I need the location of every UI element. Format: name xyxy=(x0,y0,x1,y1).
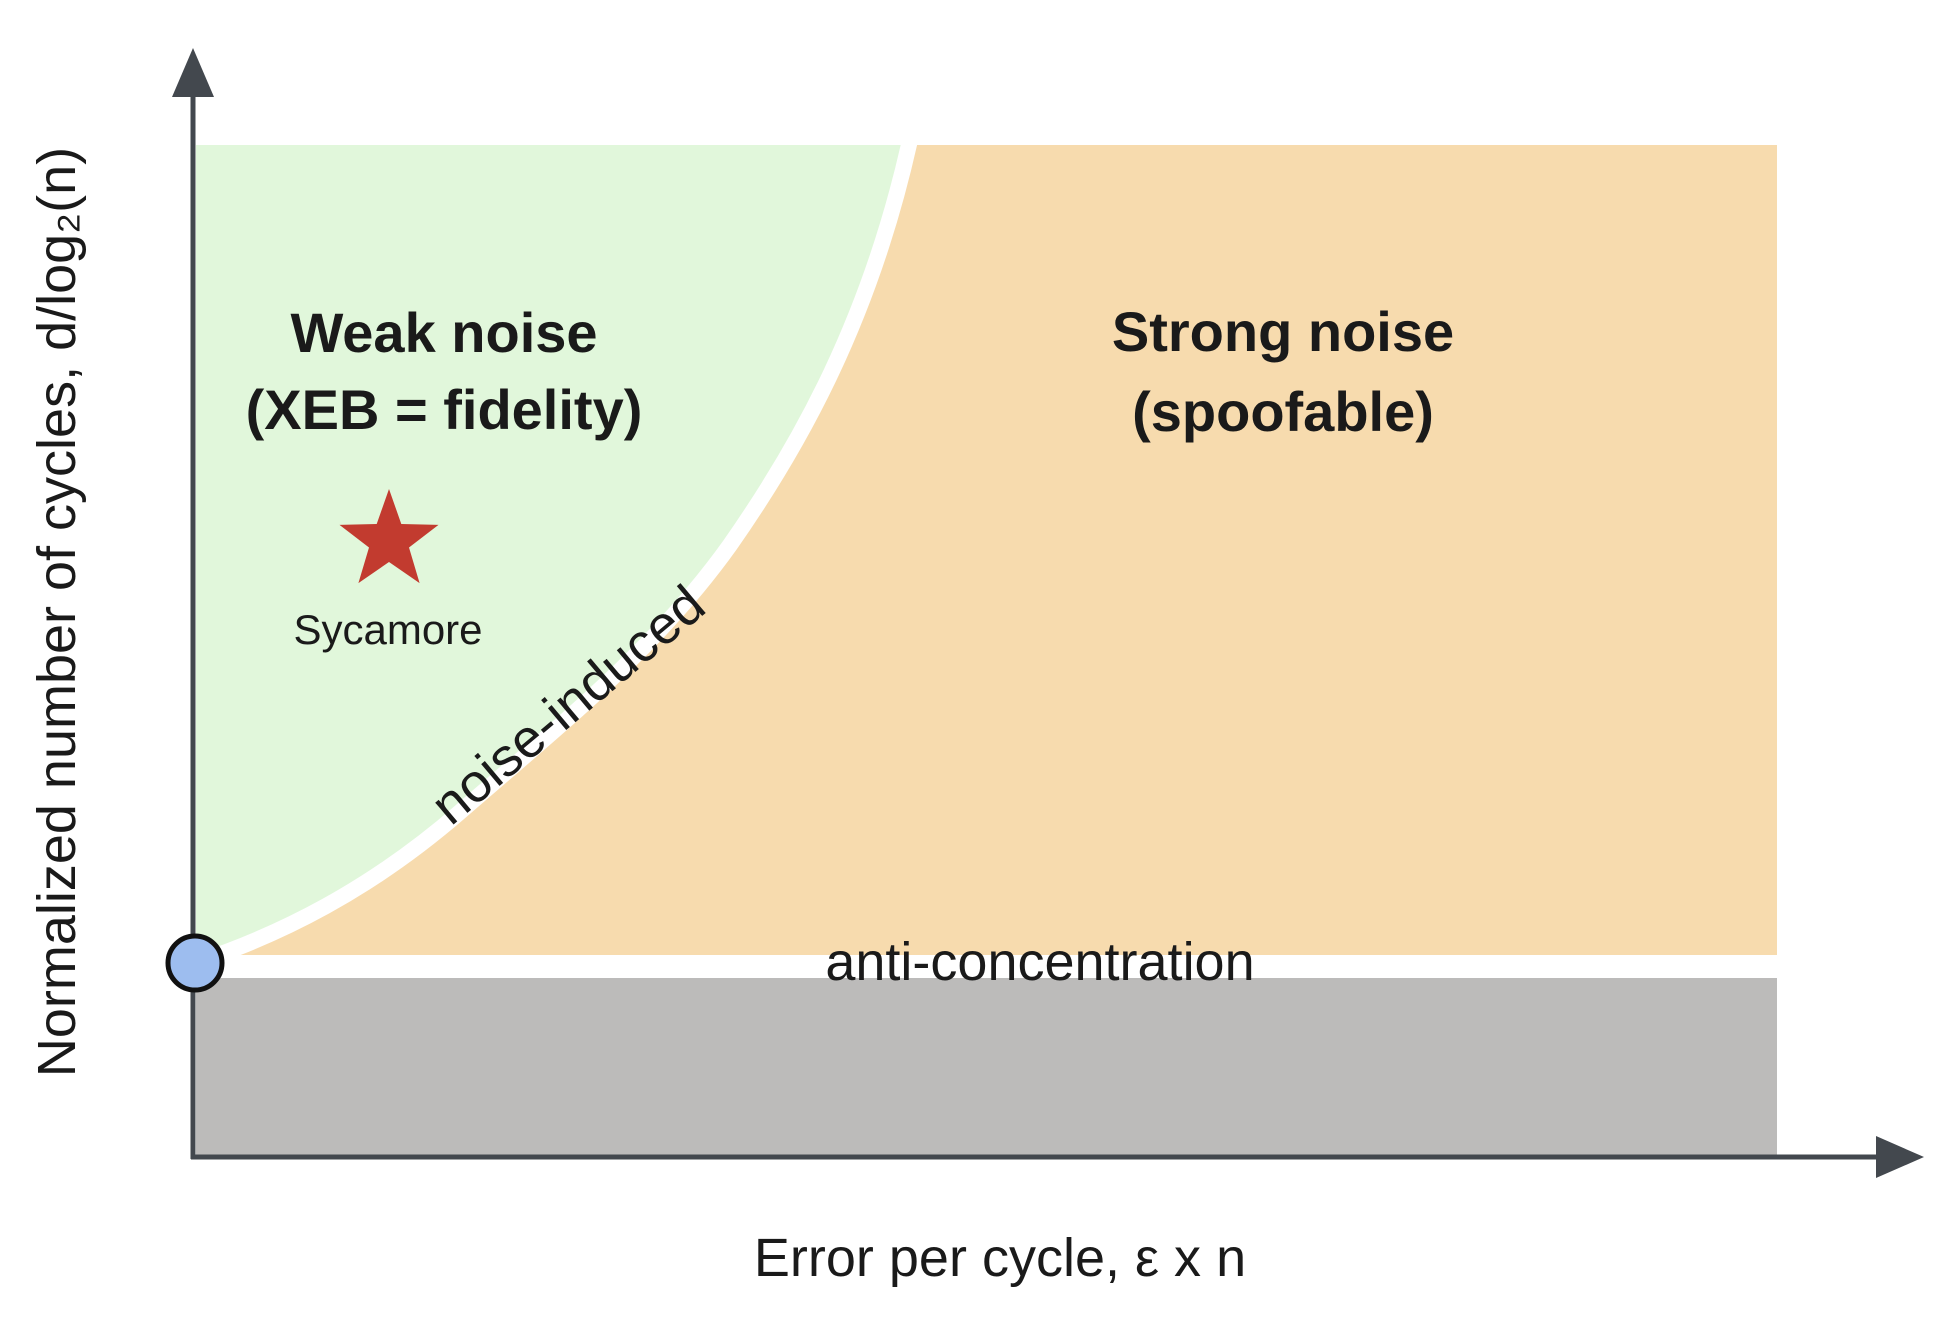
strong-noise-subtitle: (spoofable) xyxy=(1132,380,1434,443)
anti-concentration-region xyxy=(196,978,1777,1157)
x-axis-label: Error per cycle, ε x n xyxy=(753,1228,1247,1288)
noise-induced-boundary-curve xyxy=(196,145,918,955)
x-axis-arrowhead xyxy=(1876,1136,1924,1178)
y-axis-arrowhead xyxy=(172,48,214,97)
anti-concentration-label: anti-concentration xyxy=(825,932,1255,992)
sycamore-star-icon xyxy=(339,489,439,584)
sycamore-label: Sycamore xyxy=(293,606,483,653)
origin-marker-icon xyxy=(165,933,225,993)
weak-noise-region xyxy=(195,145,910,963)
weak-noise-title: Weak noise xyxy=(290,301,598,364)
strong-noise-title: Strong noise xyxy=(1111,300,1455,363)
weak-noise-subtitle: (XEB = fidelity) xyxy=(245,378,643,441)
y-axis-label: Normalized number of cycles, d/log₂(n) xyxy=(27,146,87,1078)
